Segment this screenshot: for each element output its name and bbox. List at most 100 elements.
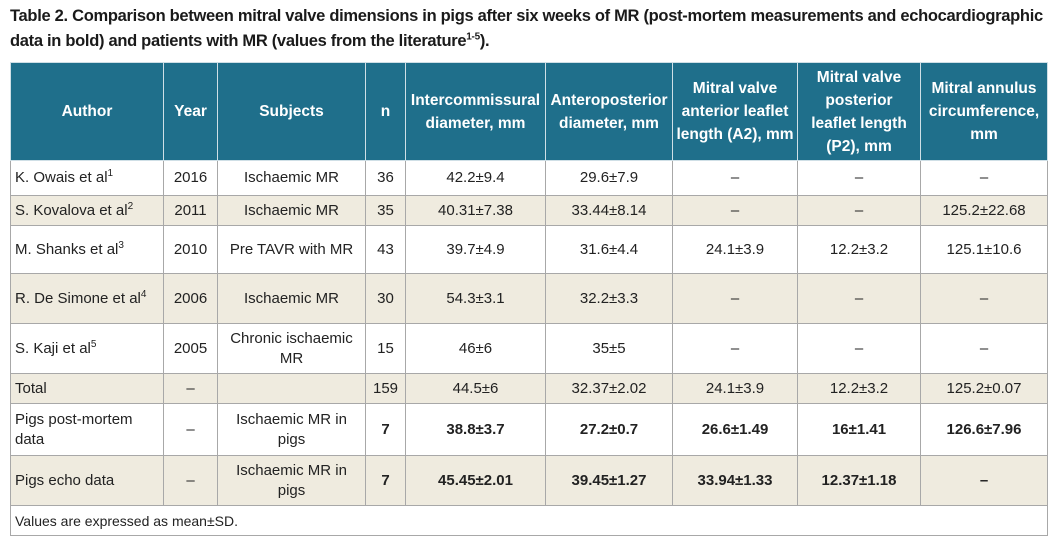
author-cell: M. Shanks et al3 <box>10 225 164 274</box>
cell: 43 <box>365 225 406 274</box>
header-cell: Author <box>10 62 164 161</box>
cell: – <box>797 195 921 226</box>
reference: 1 <box>107 168 114 179</box>
cell: 29.6±7.9 <box>545 160 673 196</box>
cell: 42.2±9.4 <box>405 160 546 196</box>
author-name: M. Shanks et al <box>15 240 119 258</box>
cell: Ischaemic MR <box>217 160 366 196</box>
table-row: Pigs echo data – Ischaemic MR in pigs 7 45.4… <box>10 455 1048 506</box>
cell: – <box>163 403 218 456</box>
author-name: K. Owais et al <box>15 169 108 186</box>
cell: 31.6±4.4 <box>545 225 673 274</box>
cell: 2010 <box>163 225 218 274</box>
table-row: Total – 159 44.5±6 32.37±2.02 24.1±3.9 12.2±3.… <box>10 373 1048 404</box>
cell: 24.1±3.9 <box>672 373 798 404</box>
header-row: Author Year Subjects n Intercommissural diam… <box>10 62 1048 161</box>
cell: 12.2±3.2 <box>797 373 921 404</box>
cell: 32.37±2.02 <box>545 373 673 404</box>
cell: 125.2±22.68 <box>920 195 1048 226</box>
cell: 45.45±2.01 <box>405 455 546 506</box>
cell: 159 <box>365 373 406 404</box>
table-title: Table 2. Comparison between mitral valve… <box>10 4 1050 54</box>
title-end: ). <box>479 32 490 50</box>
cell: 16±1.41 <box>797 403 921 456</box>
cell: 24.1±3.9 <box>672 225 798 274</box>
title-sup: 1-5 <box>466 31 480 43</box>
cell: 7 <box>365 455 406 506</box>
cell <box>217 373 366 404</box>
author-name: S. Kovalova et al <box>15 201 128 219</box>
header-cell: Subjects <box>217 62 366 161</box>
cell: 15 <box>365 323 406 374</box>
cell: – <box>672 323 798 374</box>
cell: Ischaemic MR in pigs <box>217 455 366 506</box>
cell: 30 <box>365 273 406 324</box>
cell: Chronic ischaemic MR <box>217 323 366 374</box>
cell: – <box>920 323 1048 374</box>
cell: 12.2±3.2 <box>797 225 921 274</box>
table-row: M. Shanks et al3 2010 Pre TAVR with MR 43 39… <box>10 225 1048 274</box>
author-cell: K. Owais et al1 <box>10 160 164 196</box>
cell: – <box>672 273 798 324</box>
cell: – <box>920 273 1048 324</box>
cell: 54.3±3.1 <box>405 273 546 324</box>
cell: 32.2±3.3 <box>545 273 673 324</box>
cell: 39.45±1.27 <box>545 455 673 506</box>
author-name: Pigs post-mortem data <box>15 410 133 448</box>
table-row: S. Kovalova et al2 2011 Ischaemic MR 35 40.3… <box>10 195 1048 226</box>
cell: 125.2±0.07 <box>920 373 1048 404</box>
table-row: Pigs post-mortem data – Ischaemic MR in pi… <box>10 403 1048 456</box>
cell: 44.5±6 <box>405 373 546 404</box>
cell: 35 <box>365 195 406 226</box>
header-cell: n <box>365 62 406 161</box>
cell: 33.94±1.33 <box>672 455 798 506</box>
author-cell: S. Kovalova et al2 <box>10 195 164 226</box>
cell: 35±5 <box>545 323 673 374</box>
author-cell: S. Kaji et al5 <box>10 323 164 374</box>
table-row: K. Owais et al1 2016 Ischaemic MR 36 42.2±9.… <box>10 160 1048 196</box>
cell: 2016 <box>163 160 218 196</box>
cell: 7 <box>365 403 406 456</box>
footnote: Values are expressed as mean±SD. <box>10 505 1048 536</box>
author-name: R. De Simone et al <box>15 289 141 307</box>
table-row: S. Kaji et al5 2005 Chronic ischaemic MR 15… <box>10 323 1048 374</box>
table-row: R. De Simone et al4 2006 Ischaemic MR 30 54.… <box>10 273 1048 324</box>
table: Author Year Subjects n Intercommissural diam… <box>10 62 1048 536</box>
cell: Ischaemic MR <box>217 195 366 226</box>
cell: Ischaemic MR <box>217 273 366 324</box>
cell: – <box>797 160 921 196</box>
cell: – <box>672 160 798 196</box>
footer-row: Values are expressed as mean±SD. <box>10 505 1048 536</box>
header-cell: Mitral valve anterior leaflet length (A2… <box>672 62 798 161</box>
reference: 3 <box>118 239 124 251</box>
reference: 4 <box>140 288 147 300</box>
header-cell: Mitral annulus circumference, mm <box>920 62 1048 161</box>
cell: 125.1±10.6 <box>920 225 1048 274</box>
author-cell: Pigs post-mortem data <box>10 403 164 456</box>
header-cell: Anteroposterior diameter, mm <box>545 62 673 161</box>
cell: 38.8±3.7 <box>405 403 546 456</box>
cell: 39.7±4.9 <box>405 225 546 274</box>
cell: – <box>797 273 921 324</box>
header-cell: Mitral valve posterior leaflet length (P… <box>797 62 921 161</box>
cell: 26.6±1.49 <box>672 403 798 456</box>
cell: 33.44±8.14 <box>545 195 673 226</box>
author-cell: R. De Simone et al4 <box>10 273 164 324</box>
reference: 2 <box>127 200 134 212</box>
author-cell: Total <box>10 373 164 404</box>
author-name: S. Kaji et al <box>15 339 91 357</box>
cell: Pre TAVR with MR <box>217 225 366 274</box>
cell: 36 <box>365 160 406 196</box>
cell: – <box>163 373 218 404</box>
header-cell: Intercommissural diameter, mm <box>405 62 546 161</box>
title-text: Table 2. Comparison between mitral valve… <box>10 7 1043 50</box>
header-cell: Year <box>163 62 218 161</box>
author-name: Pigs echo data <box>15 471 115 489</box>
cell: 46±6 <box>405 323 546 374</box>
cell: Ischaemic MR in pigs <box>217 403 366 456</box>
cell: 2005 <box>163 323 218 374</box>
author-name: Total <box>15 379 47 397</box>
cell: 27.2±0.7 <box>545 403 673 456</box>
cell: 40.31±7.38 <box>405 195 546 226</box>
